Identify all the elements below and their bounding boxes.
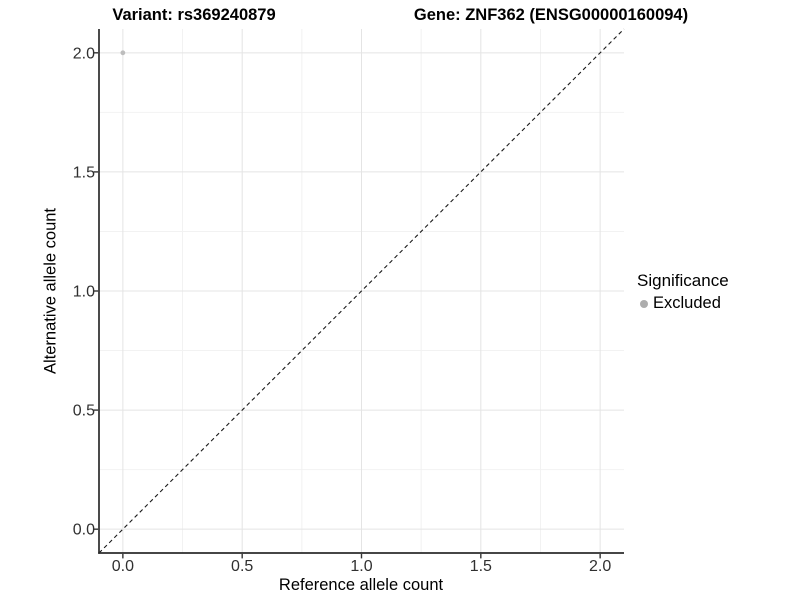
y-tick-label: 1.5	[73, 164, 95, 181]
identity-line	[98, 28, 625, 554]
y-tick-label: 2.0	[73, 45, 95, 62]
legend-entries: Excluded	[637, 294, 729, 313]
x-tick-label: 0.0	[112, 558, 134, 575]
legend-title: Significance	[637, 271, 729, 290]
variant-title: Variant: rs369240879	[112, 6, 276, 24]
x-tick-label: 1.5	[470, 558, 492, 575]
gene-title: Gene: ZNF362 (ENSG00000160094)	[413, 6, 689, 24]
y-tick-label: 0.0	[73, 522, 95, 539]
legend-entry: Excluded	[637, 294, 729, 313]
x-axis-title: Reference allele count	[278, 576, 444, 594]
legend: Significance Excluded	[637, 271, 729, 313]
legend-entry-label: Excluded	[653, 294, 721, 312]
x-tick-label: 1.0	[350, 558, 372, 575]
data-point	[120, 50, 126, 56]
legend-point-icon	[640, 299, 648, 308]
y-tick-label: 1.0	[73, 284, 95, 301]
y-axis-title: Alternative allele count	[41, 207, 60, 375]
x-tick-label: 2.0	[589, 558, 611, 575]
x-tick-label: 0.5	[231, 558, 253, 575]
y-tick-label: 0.5	[73, 403, 95, 420]
